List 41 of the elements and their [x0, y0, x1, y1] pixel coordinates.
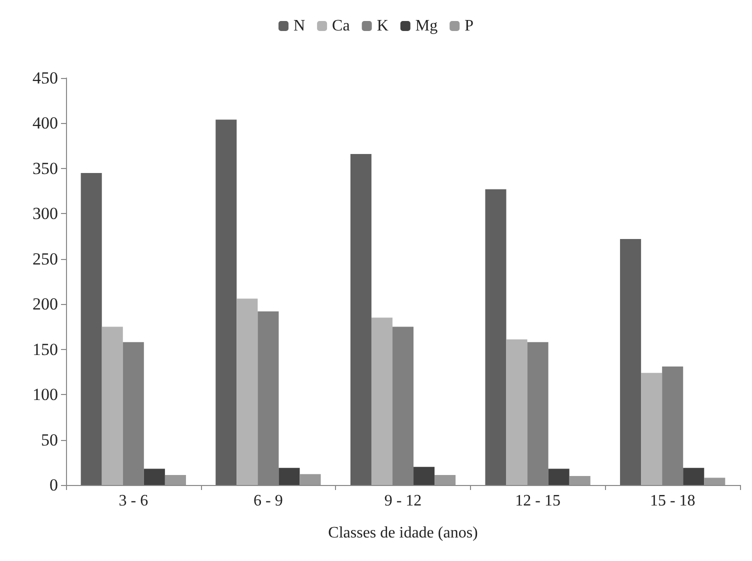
- y-tick-label: 200: [32, 294, 58, 314]
- legend-label: Ca: [332, 18, 350, 34]
- y-tick-label: 450: [32, 68, 58, 88]
- y-tick-label: 0: [50, 476, 58, 494]
- bar: [414, 466, 435, 485]
- bar: [434, 475, 456, 485]
- x-axis-title: Classes de idade (anos): [328, 524, 478, 542]
- x-tick-label: 12 - 15: [515, 492, 560, 510]
- bar: [300, 474, 321, 485]
- x-tick-label: 3 - 6: [118, 492, 148, 510]
- y-tick-label: 300: [32, 204, 58, 224]
- bar: [485, 189, 506, 485]
- x-tick-label: 6 - 9: [254, 492, 283, 510]
- y-tick-label: 50: [41, 430, 58, 450]
- bar: [641, 372, 662, 485]
- legend-label: K: [376, 18, 389, 34]
- bar: [548, 468, 570, 485]
- y-tick-label: 250: [32, 249, 58, 268]
- bar: [506, 339, 528, 485]
- bar: [620, 238, 642, 485]
- bar: [144, 468, 165, 485]
- legend-label: N: [293, 18, 306, 34]
- bar: [216, 120, 237, 485]
- y-tick-label: 100: [32, 385, 58, 404]
- bar: [80, 172, 102, 485]
- bar: [164, 475, 186, 485]
- bar: [102, 326, 123, 485]
- bar: [278, 468, 300, 485]
- legend-label: Mg: [415, 18, 438, 34]
- y-tick-label: 150: [32, 340, 58, 359]
- bar: [236, 298, 258, 485]
- y-tick-label: 350: [32, 158, 58, 178]
- bar: [371, 318, 392, 485]
- bar: [569, 476, 590, 485]
- y-tick-label: 400: [32, 114, 58, 133]
- legend-label: P: [464, 18, 474, 34]
- bar: [350, 154, 372, 485]
- x-tick-label: 15 - 18: [650, 492, 696, 510]
- x-tick-label: 9 - 12: [384, 492, 422, 510]
- bar: [683, 468, 704, 485]
- bar: [704, 478, 726, 485]
